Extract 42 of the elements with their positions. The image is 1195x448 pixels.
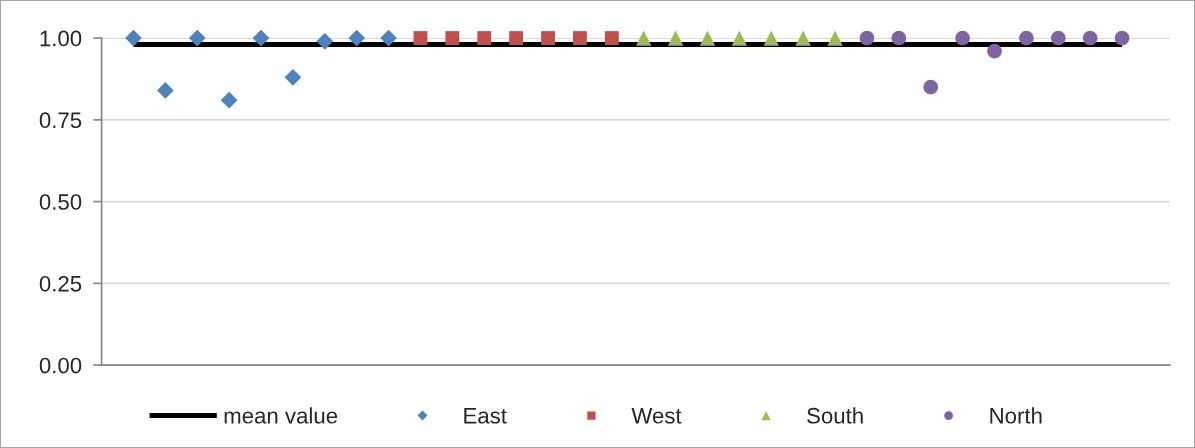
point (604, 31, 619, 46)
point (636, 30, 652, 46)
point (955, 30, 970, 46)
point (731, 30, 748, 46)
point (1051, 30, 1066, 46)
y-tick-label: 0.00 (39, 357, 82, 374)
point (572, 31, 587, 46)
point (541, 31, 555, 46)
point (859, 30, 875, 46)
legend-label: North (990, 407, 1042, 424)
point (477, 31, 492, 46)
point (380, 29, 397, 47)
point (125, 29, 142, 47)
y-tick-label: 0.50 (39, 194, 82, 210)
point (795, 30, 811, 46)
point (252, 29, 270, 47)
point (413, 31, 428, 46)
point (891, 30, 907, 46)
point (188, 29, 206, 47)
point (316, 33, 334, 50)
legend-label: West (631, 408, 682, 424)
point (1114, 30, 1130, 46)
point (445, 31, 460, 46)
legend-label: East (464, 408, 507, 424)
legend-label: mean value (224, 407, 338, 424)
y-tick-label: 0.75 (39, 112, 82, 129)
point (1019, 30, 1034, 46)
point (763, 30, 779, 46)
point (987, 43, 1002, 59)
point (667, 30, 684, 46)
point (509, 31, 524, 46)
point (1082, 30, 1098, 46)
point (348, 29, 366, 47)
point (827, 30, 843, 46)
point (923, 79, 939, 95)
point (284, 68, 302, 86)
y-tick-label: 1.00 (40, 30, 82, 47)
y-tick-label: 0.25 (39, 275, 82, 292)
legend-label: South (807, 407, 863, 424)
point (157, 82, 174, 99)
point (220, 91, 238, 109)
point (699, 30, 716, 46)
